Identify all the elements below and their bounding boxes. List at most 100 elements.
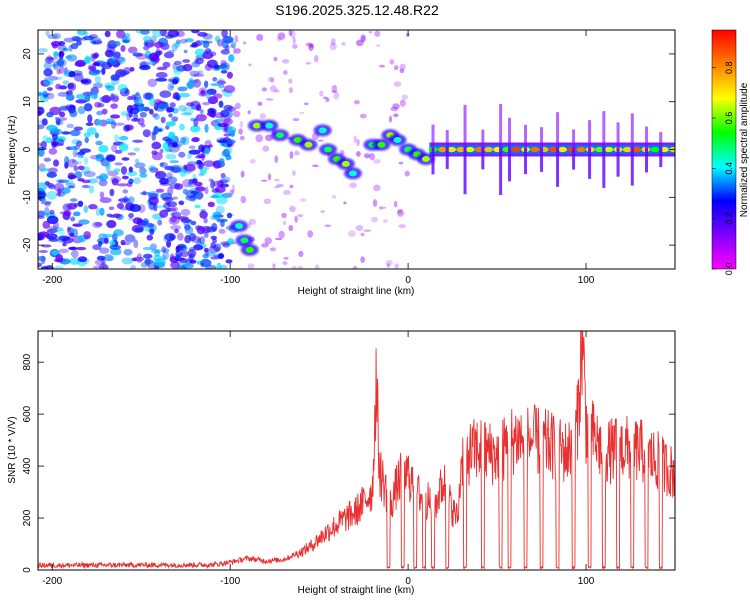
noise-blob bbox=[74, 61, 86, 67]
noise-blob bbox=[153, 125, 159, 135]
noise-blob bbox=[98, 172, 109, 181]
noise-blob bbox=[259, 113, 267, 120]
noise-blob bbox=[103, 160, 111, 168]
noise-blob bbox=[353, 135, 357, 144]
noise-blob bbox=[71, 249, 79, 259]
noise-blob bbox=[110, 103, 118, 109]
noise-blob bbox=[398, 224, 406, 229]
noise-blob bbox=[140, 30, 150, 35]
noise-blob bbox=[139, 64, 151, 71]
noise-blob bbox=[214, 35, 220, 43]
noise-blob bbox=[198, 173, 204, 177]
ridge-core bbox=[304, 141, 313, 148]
noise-blob bbox=[227, 238, 235, 245]
noise-blob bbox=[143, 45, 150, 51]
noise-blob bbox=[83, 103, 93, 112]
spectrogram-ridge bbox=[230, 119, 435, 256]
noise-blob bbox=[176, 232, 184, 241]
noise-blob bbox=[220, 70, 228, 74]
noise-blob bbox=[128, 212, 134, 219]
noise-blob bbox=[199, 258, 212, 267]
noise-blob bbox=[393, 65, 399, 71]
noise-blob bbox=[77, 200, 84, 207]
noise-blob bbox=[110, 144, 118, 153]
noise-blob bbox=[66, 123, 75, 129]
noise-blob bbox=[324, 224, 332, 228]
noise-blob bbox=[170, 225, 182, 231]
noise-blob bbox=[330, 37, 336, 46]
noise-blob bbox=[105, 118, 115, 124]
noise-blob bbox=[185, 102, 195, 107]
noise-blob bbox=[146, 234, 154, 241]
noise-blob bbox=[45, 30, 50, 37]
noise-blob bbox=[58, 50, 65, 57]
noise-blob bbox=[56, 58, 67, 68]
noise-blob bbox=[198, 144, 205, 153]
noise-blob bbox=[83, 231, 92, 240]
noise-blob bbox=[126, 112, 131, 121]
noise-blob bbox=[65, 55, 73, 60]
noise-blob bbox=[52, 32, 61, 40]
noise-blob bbox=[120, 166, 128, 175]
noise-blob bbox=[199, 236, 206, 245]
noise-blob bbox=[104, 237, 109, 245]
noise-blob bbox=[77, 154, 85, 159]
noise-blob bbox=[203, 160, 216, 168]
noise-blob bbox=[139, 167, 147, 175]
noise-blob bbox=[128, 178, 134, 185]
noise-blob bbox=[132, 139, 144, 143]
noise-blob bbox=[71, 159, 76, 164]
noise-blob bbox=[379, 206, 387, 210]
noise-blob bbox=[166, 146, 175, 150]
noise-blob bbox=[178, 104, 187, 112]
noise-blob bbox=[144, 259, 154, 264]
carrier-streak bbox=[588, 120, 592, 152]
carrier-peak bbox=[650, 146, 660, 153]
noise-blob bbox=[313, 54, 319, 63]
noise-blob bbox=[88, 204, 98, 210]
noise-blob bbox=[46, 215, 59, 225]
noise-blob bbox=[54, 116, 60, 120]
noise-blob bbox=[46, 137, 53, 144]
noise-blob bbox=[107, 40, 118, 49]
noise-blob bbox=[221, 40, 229, 49]
carrier-streak bbox=[540, 147, 544, 172]
noise-blob bbox=[152, 30, 163, 38]
noise-blob bbox=[58, 235, 71, 242]
noise-blob bbox=[96, 110, 104, 116]
noise-blob bbox=[225, 156, 233, 161]
noise-blob bbox=[113, 122, 125, 126]
noise-blob bbox=[234, 34, 239, 43]
carrier-peak bbox=[484, 146, 494, 153]
noise-blob bbox=[164, 165, 175, 171]
x-tick-label: 0 bbox=[405, 275, 411, 286]
noise-blob bbox=[289, 184, 294, 189]
noise-blob bbox=[63, 210, 72, 217]
noise-blob bbox=[142, 35, 152, 42]
noise-blob bbox=[185, 169, 192, 175]
noise-blob bbox=[132, 217, 143, 225]
noise-blob bbox=[52, 63, 58, 68]
noise-blob bbox=[288, 78, 293, 84]
noise-blob bbox=[171, 142, 178, 148]
spectrogram-x-label: Height of straight line (km) bbox=[298, 286, 415, 297]
noise-blob bbox=[255, 134, 263, 143]
noise-blob bbox=[57, 91, 70, 97]
noise-blob bbox=[52, 141, 59, 148]
noise-blob bbox=[195, 57, 204, 65]
noise-blob bbox=[167, 30, 180, 38]
noise-blob bbox=[308, 43, 314, 51]
noise-blob bbox=[62, 47, 69, 52]
noise-blob bbox=[261, 243, 269, 248]
noise-blob bbox=[83, 170, 96, 178]
noise-blob bbox=[175, 250, 183, 258]
noise-blob bbox=[75, 99, 88, 104]
noise-blob bbox=[203, 232, 209, 238]
x-tick-label: -200 bbox=[42, 275, 62, 286]
noise-blob bbox=[77, 256, 88, 263]
noise-blob bbox=[46, 55, 53, 63]
noise-blob bbox=[392, 103, 400, 110]
spectrogram-y-label: Frequency (Hz) bbox=[7, 116, 18, 185]
noise-blob bbox=[50, 138, 58, 148]
noise-blob bbox=[118, 70, 130, 75]
